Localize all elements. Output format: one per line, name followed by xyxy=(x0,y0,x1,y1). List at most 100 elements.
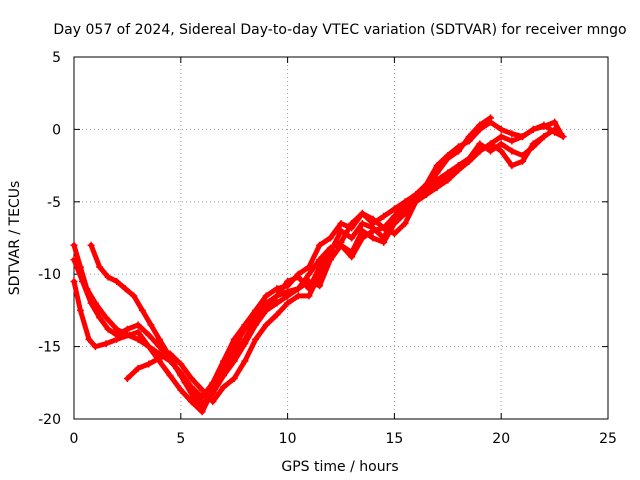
data-point xyxy=(177,360,185,368)
data-point xyxy=(305,292,313,300)
data-point xyxy=(294,292,302,300)
x-tick-label: 10 xyxy=(279,431,297,447)
data-point xyxy=(166,372,174,380)
series-track-c xyxy=(70,125,559,416)
data-point xyxy=(508,130,516,138)
data-point xyxy=(529,125,537,133)
data-point xyxy=(508,137,516,145)
data-point xyxy=(166,350,174,358)
data-point xyxy=(262,292,270,300)
data-point xyxy=(358,209,366,217)
data-point xyxy=(390,220,398,228)
data-point xyxy=(145,331,153,339)
data-point xyxy=(262,321,270,329)
data-point xyxy=(519,157,527,165)
data-point xyxy=(70,277,78,285)
data-point xyxy=(487,140,495,148)
x-tick-label: 5 xyxy=(176,431,185,447)
data-point xyxy=(326,256,334,264)
y-axis-label: SDTVAR / TECUs xyxy=(7,181,23,296)
data-point xyxy=(220,383,228,391)
data-point xyxy=(113,277,121,285)
x-tick-label: 20 xyxy=(492,431,510,447)
data-point xyxy=(337,227,345,235)
data-point xyxy=(145,360,153,368)
data-point xyxy=(316,282,324,290)
data-point xyxy=(497,133,505,141)
data-point xyxy=(540,133,548,141)
series-trace xyxy=(88,119,566,412)
series-trace xyxy=(124,115,493,405)
data-point xyxy=(70,241,78,249)
data-point xyxy=(262,306,270,314)
data-point xyxy=(326,234,334,242)
data-point xyxy=(230,357,238,365)
data-point xyxy=(358,220,366,228)
y-tick-label: -20 xyxy=(38,412,61,428)
data-point xyxy=(348,253,356,261)
y-tick-label: -5 xyxy=(47,195,61,211)
data-point xyxy=(134,328,142,336)
data-point xyxy=(198,405,206,413)
data-point xyxy=(390,205,398,213)
data-point xyxy=(181,379,189,387)
data-point xyxy=(138,306,146,314)
data-point xyxy=(173,364,181,372)
y-tick-label: 5 xyxy=(52,50,61,66)
data-point xyxy=(476,121,484,129)
data-point xyxy=(284,277,292,285)
data-point xyxy=(412,198,420,206)
data-point xyxy=(262,299,270,307)
data-point xyxy=(401,220,409,228)
data-point xyxy=(519,133,527,141)
data-point xyxy=(123,325,131,333)
data-point xyxy=(316,270,324,278)
data-point xyxy=(126,331,134,339)
data-point xyxy=(91,343,99,351)
y-tick-labels: 5 0 -5 -10 -15 -20 xyxy=(38,50,61,428)
data-point xyxy=(252,335,260,343)
y-tick-label: 0 xyxy=(52,122,61,138)
data-point xyxy=(198,386,206,394)
data-point xyxy=(401,201,409,209)
data-point xyxy=(102,314,110,322)
data-point xyxy=(326,244,334,252)
data-point xyxy=(390,212,398,220)
data-point xyxy=(187,374,195,382)
data-point xyxy=(85,335,93,343)
data-point xyxy=(390,230,398,238)
data-point xyxy=(294,285,302,293)
series-track-e xyxy=(123,114,495,406)
data-point xyxy=(70,256,78,264)
data-point xyxy=(337,241,345,249)
data-point xyxy=(241,357,249,365)
data-point xyxy=(155,335,163,343)
data-point xyxy=(209,398,217,406)
data-point xyxy=(79,277,87,285)
data-point xyxy=(433,183,441,191)
data-point xyxy=(497,147,505,155)
data-point xyxy=(380,212,388,220)
data-point xyxy=(273,292,281,300)
data-point xyxy=(497,125,505,133)
axis-ticks xyxy=(73,56,609,420)
x-tick-labels: 0 5 10 15 20 25 xyxy=(70,431,617,447)
data-point xyxy=(102,340,110,348)
data-point xyxy=(96,263,104,271)
data-point xyxy=(76,306,84,314)
data-point xyxy=(316,256,324,264)
data-point xyxy=(273,299,281,307)
data-point xyxy=(348,220,356,228)
y-tick-label: -15 xyxy=(38,340,61,356)
data-point xyxy=(337,220,345,228)
data-point xyxy=(380,238,388,246)
data-point xyxy=(465,157,473,165)
data-point xyxy=(508,147,516,155)
data-point xyxy=(508,162,516,170)
data-point xyxy=(497,140,505,148)
data-point xyxy=(96,314,104,322)
data-point xyxy=(241,340,249,348)
data-point xyxy=(87,299,95,307)
x-axis-label: GPS time / hours xyxy=(281,459,398,475)
